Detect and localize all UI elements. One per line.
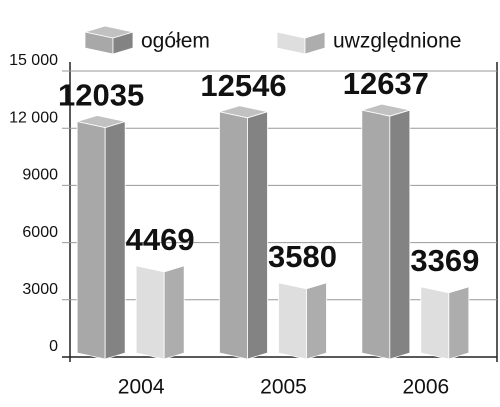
data-label: 4469 xyxy=(126,222,195,257)
bar xyxy=(135,259,185,360)
y-tick-label: 9000 xyxy=(22,167,58,184)
legend-swatch xyxy=(84,25,134,55)
x-tick-label: 2006 xyxy=(402,376,449,399)
data-label: 3369 xyxy=(410,243,479,278)
bar xyxy=(76,115,126,360)
legend-label: ogółem xyxy=(141,30,210,53)
bar xyxy=(420,280,470,360)
bar xyxy=(219,105,268,360)
data-label: 12035 xyxy=(58,78,144,113)
y-tick-label: 15 000 xyxy=(9,52,58,69)
bar xyxy=(361,103,411,360)
x-tick-label: 2004 xyxy=(118,376,165,399)
y-tick-label: 0 xyxy=(49,338,58,355)
legend-label: uwzględnione xyxy=(333,30,461,53)
legend-swatch xyxy=(276,25,326,55)
data-label: 12637 xyxy=(343,66,429,101)
x-tick-label: 2005 xyxy=(260,376,307,399)
data-label: 3580 xyxy=(268,239,337,274)
y-tick-label: 12 000 xyxy=(9,109,58,126)
data-label: 12546 xyxy=(200,68,286,103)
y-tick-label: 3000 xyxy=(22,281,58,298)
y-tick-label: 6000 xyxy=(22,224,58,241)
bar xyxy=(278,276,327,360)
